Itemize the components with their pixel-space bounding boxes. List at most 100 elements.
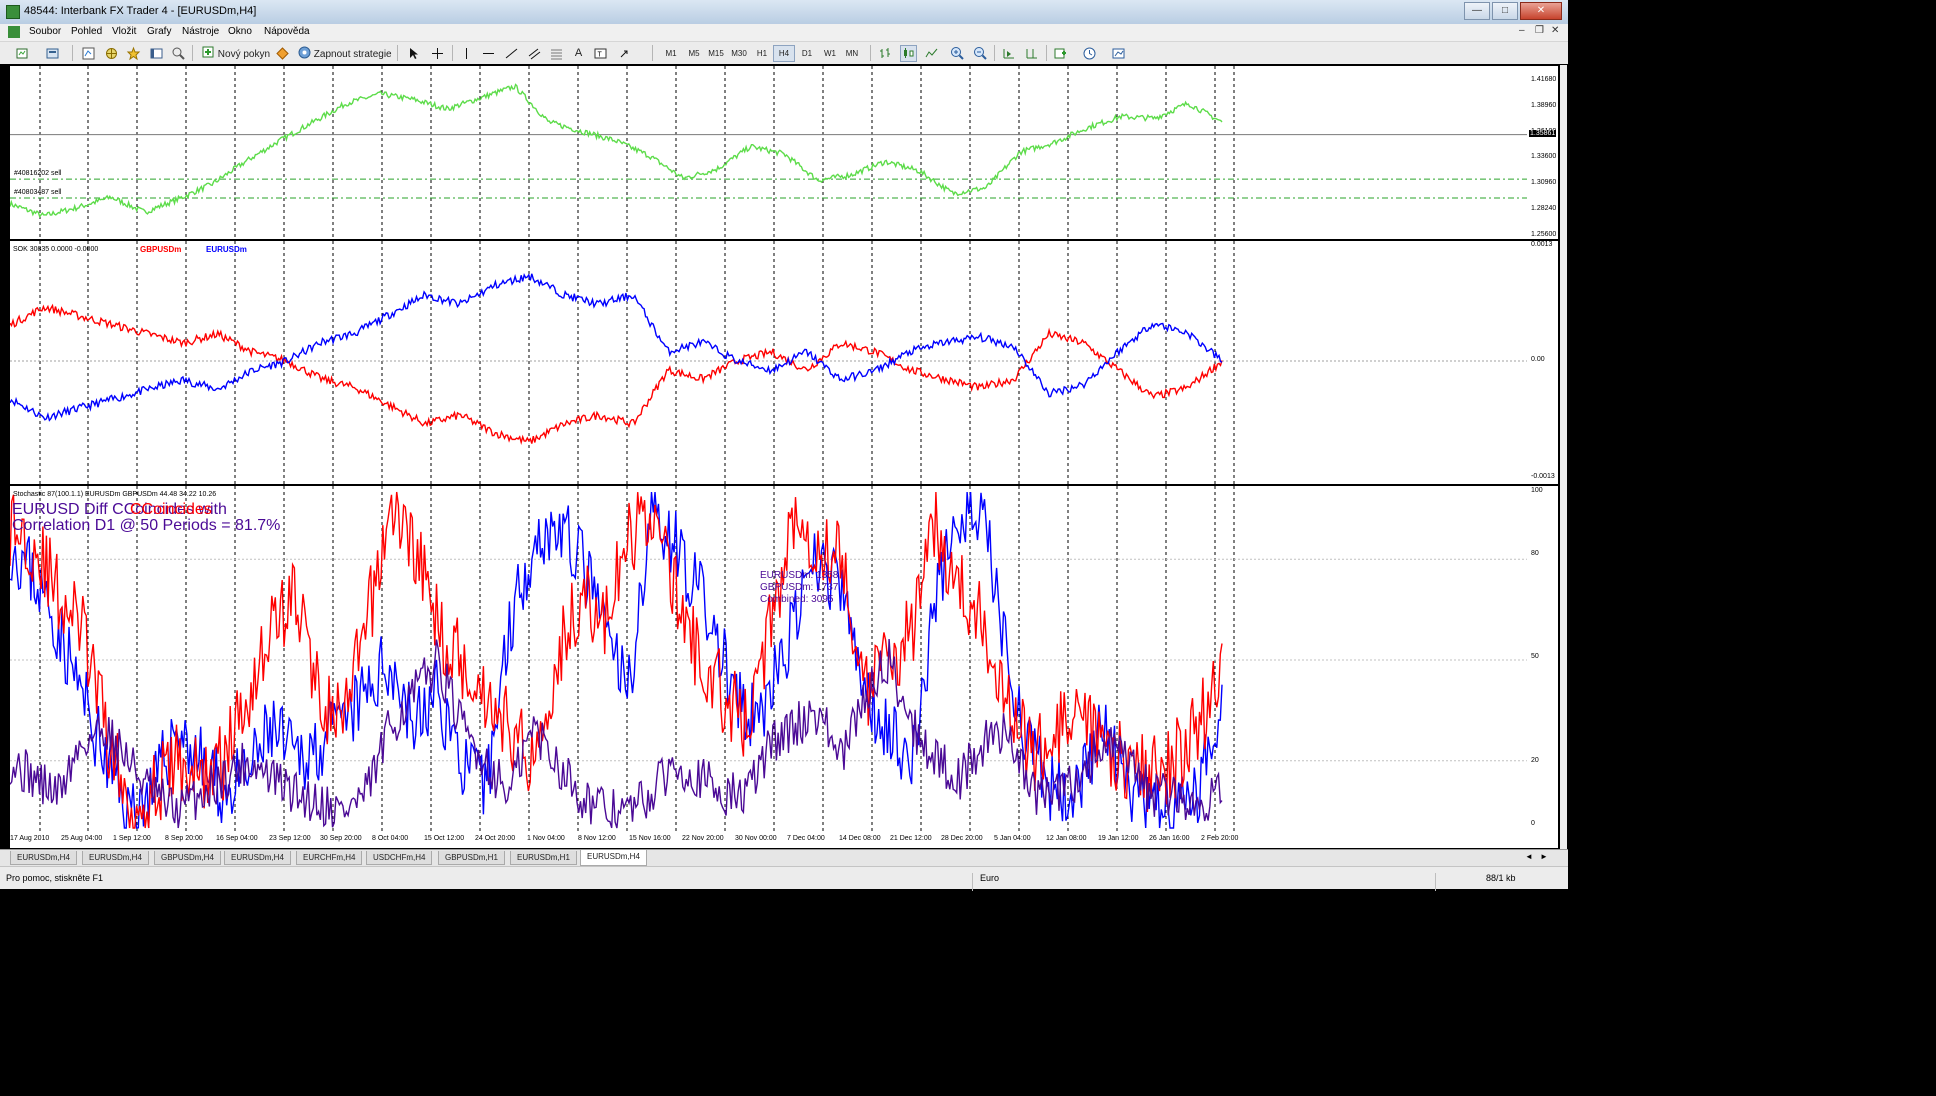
text-label-icon[interactable]: T bbox=[592, 45, 609, 62]
line-chart-icon[interactable] bbox=[923, 45, 940, 62]
vertical-scrollbar[interactable] bbox=[1560, 65, 1567, 849]
time-tick-label: 8 Oct 04:00 bbox=[372, 835, 409, 842]
mdi-close-button[interactable]: ✕ bbox=[1551, 25, 1560, 36]
candlestick-icon[interactable] bbox=[900, 45, 917, 62]
trendline-icon[interactable] bbox=[503, 45, 520, 62]
menu-pohled[interactable]: Pohled bbox=[71, 26, 103, 37]
status-traffic: 88/1 kb bbox=[1486, 873, 1516, 883]
periods-icon[interactable] bbox=[1081, 45, 1098, 62]
vertical-line-icon[interactable] bbox=[458, 45, 475, 62]
time-tick-label: 17 Aug 2010 bbox=[10, 835, 50, 842]
cursor-icon[interactable] bbox=[405, 45, 422, 62]
count-label: Combined: 3095 bbox=[760, 594, 834, 605]
timeframe-h1[interactable]: H1 bbox=[756, 49, 768, 58]
time-axis: 17 Aug 2010 25 Aug 04:00 1 Sep 12:00 8 Sep … bbox=[10, 832, 1558, 848]
auto-scroll-icon[interactable] bbox=[1000, 45, 1017, 62]
timeframe-m1[interactable]: M1 bbox=[665, 49, 677, 58]
time-tick-label: 8 Sep 20:00 bbox=[165, 835, 203, 842]
mdi-minimize-button[interactable]: – bbox=[1519, 25, 1525, 36]
chart-tabs: EURUSDm,H4 EURUSDm,H4 GBPUSDm,H4 EURUSDm,H4… bbox=[0, 849, 1568, 866]
indicators-icon[interactable] bbox=[1052, 45, 1069, 62]
menu-okno[interactable]: Okno bbox=[228, 26, 252, 37]
chart-tab[interactable]: USDCHFm,H4 bbox=[366, 851, 433, 865]
timeframe-d1[interactable]: D1 bbox=[801, 49, 813, 58]
bar-chart-icon[interactable] bbox=[877, 45, 894, 62]
equidistant-channel-icon[interactable] bbox=[526, 45, 543, 62]
time-tick-label: 14 Dec 08:00 bbox=[839, 835, 881, 842]
legend-item: GBPUSDm bbox=[140, 245, 181, 254]
chart-tab[interactable]: EURCHFm,H4 bbox=[296, 851, 363, 865]
chart-tab[interactable]: GBPUSDm,H4 bbox=[154, 851, 221, 865]
profiles-icon[interactable] bbox=[44, 45, 61, 62]
mdi-restore-button[interactable]: ❐ bbox=[1535, 25, 1544, 36]
chart-tab[interactable]: EURUSDm,H4 bbox=[224, 851, 291, 865]
text-icon[interactable]: A bbox=[574, 47, 583, 59]
menu-soubor[interactable]: Soubor bbox=[29, 26, 62, 37]
crosshair-icon[interactable] bbox=[429, 45, 446, 62]
chart-tab[interactable]: EURUSDm,H1 bbox=[510, 851, 577, 865]
sok-y-axis: 0.0013 0.00 -0.0013 bbox=[1527, 241, 1558, 484]
timeframe-m15[interactable]: M15 bbox=[708, 49, 724, 58]
close-button[interactable]: ✕ bbox=[1520, 2, 1562, 20]
menu-grafy[interactable]: Grafy bbox=[147, 26, 172, 37]
sok-tick-label: 0.00 bbox=[1531, 356, 1545, 363]
market-watch-icon[interactable] bbox=[80, 45, 97, 62]
menu-nastroje[interactable]: Nástroje bbox=[182, 26, 220, 37]
time-tick-label: 16 Sep 04:00 bbox=[216, 835, 258, 842]
horizontal-line-icon[interactable] bbox=[480, 45, 497, 62]
stochastic-pane[interactable]: Stochastic 87(100.1.1) EURUSDm GBPUSDm 4… bbox=[10, 486, 1527, 832]
chart-tab[interactable]: EURUSDm,H4 bbox=[580, 850, 647, 866]
terminal-icon[interactable] bbox=[148, 45, 165, 62]
price-pane[interactable]: #40816202 sell #40803487 sell bbox=[10, 66, 1527, 239]
price-tick-label: 1.38960 bbox=[1531, 101, 1557, 109]
time-tick-label: 22 Nov 20:00 bbox=[682, 835, 724, 842]
strategy-toggle-button[interactable]: Zapnout strategie bbox=[294, 45, 396, 62]
navigator-icon[interactable] bbox=[103, 45, 120, 62]
time-tick-label: 23 Sep 12:00 bbox=[269, 835, 311, 842]
favorites-icon[interactable] bbox=[125, 45, 142, 62]
timeframe-w1[interactable]: W1 bbox=[824, 49, 836, 58]
templates-icon[interactable] bbox=[1110, 45, 1127, 62]
minimize-button[interactable]: — bbox=[1464, 2, 1490, 20]
zoom-out-icon[interactable] bbox=[972, 45, 989, 62]
price-tick-label: 1.28240 bbox=[1531, 205, 1557, 212]
timeframe-h4[interactable]: H4 bbox=[773, 45, 795, 62]
time-tick-label: 1 Nov 04:00 bbox=[527, 835, 565, 842]
sok-tick-label: 0.0013 bbox=[1531, 241, 1553, 248]
sok-tick-label: -0.0013 bbox=[1531, 473, 1555, 480]
fibonacci-icon[interactable] bbox=[548, 45, 565, 62]
arrows-icon[interactable] bbox=[617, 45, 634, 62]
tab-scroll-right-icon[interactable]: ► bbox=[1540, 852, 1548, 861]
menu-napoveda[interactable]: Nápověda bbox=[264, 26, 310, 37]
gbpusd-series-line bbox=[10, 303, 1223, 446]
time-tick-label: 30 Nov 00:00 bbox=[735, 835, 777, 842]
chart-tab[interactable]: EURUSDm,H4 bbox=[82, 851, 149, 865]
timeframe-mn[interactable]: MN bbox=[845, 49, 859, 58]
time-tick-label: 30 Sep 20:00 bbox=[320, 835, 362, 842]
time-tick-label: 15 Nov 16:00 bbox=[629, 835, 671, 842]
tester-icon[interactable] bbox=[170, 45, 187, 62]
time-tick-label: 1 Sep 12:00 bbox=[113, 835, 151, 842]
new-order-button[interactable]: Nový pokyn bbox=[198, 45, 274, 62]
zoom-in-icon[interactable] bbox=[949, 45, 966, 62]
eurusd-stochastic-line bbox=[10, 491, 1223, 829]
time-tick-label: 12 Jan 08:00 bbox=[1046, 835, 1087, 842]
tab-scroll-left-icon[interactable]: ◄ bbox=[1525, 852, 1533, 861]
price-chart-svg: #40816202 sell #40803487 sell bbox=[10, 66, 1527, 239]
timeframe-m5[interactable]: M5 bbox=[688, 49, 700, 58]
stochastic-tick-label: 0 bbox=[1531, 820, 1535, 827]
menu-vlozit[interactable]: Vložit bbox=[112, 26, 137, 37]
chart-shift-icon[interactable] bbox=[1023, 45, 1040, 62]
metaeditor-icon[interactable] bbox=[274, 45, 291, 62]
chart-tab[interactable]: EURUSDm,H4 bbox=[10, 851, 77, 865]
app-icon bbox=[6, 5, 20, 19]
maximize-button[interactable]: □ bbox=[1492, 2, 1518, 20]
svg-text:T: T bbox=[598, 52, 603, 59]
time-tick-label: 24 Oct 20:00 bbox=[475, 835, 516, 842]
time-tick-label: 2 Feb 20:00 bbox=[1201, 835, 1239, 842]
strategy-label: Zapnout strategie bbox=[313, 49, 392, 60]
sok-indicator-pane[interactable]: SOK 30835 0.0000 -0.0000 GBPUSDm EURUSDm bbox=[10, 241, 1527, 484]
timeframe-m30[interactable]: M30 bbox=[731, 49, 747, 58]
new-chart-icon[interactable] bbox=[14, 45, 31, 62]
chart-tab[interactable]: GBPUSDm,H1 bbox=[438, 851, 505, 865]
